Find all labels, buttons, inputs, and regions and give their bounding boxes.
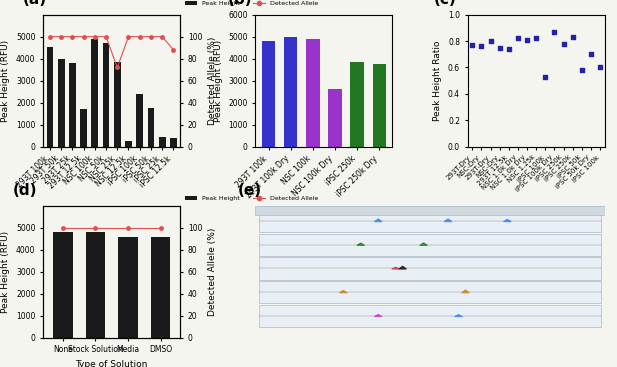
- Point: [577, 67, 587, 73]
- FancyBboxPatch shape: [259, 281, 601, 304]
- Bar: [102, 43, 109, 146]
- Bar: [114, 62, 121, 146]
- Bar: [80, 109, 87, 146]
- Bar: [328, 90, 342, 146]
- Point: [531, 36, 541, 41]
- Point: [513, 36, 523, 41]
- Legend: Peak Height, Detected Allele: Peak Height, Detected Allele: [182, 0, 321, 8]
- Point: [486, 38, 495, 44]
- Bar: [284, 37, 297, 146]
- Bar: [69, 63, 76, 146]
- Bar: [58, 59, 65, 146]
- Text: (a): (a): [23, 0, 47, 7]
- Bar: [46, 47, 53, 146]
- Y-axis label: Detected Allele (%): Detected Allele (%): [208, 228, 217, 316]
- Point: [495, 45, 505, 51]
- Bar: [118, 237, 138, 338]
- Y-axis label: Peak Height (RFU): Peak Height (RFU): [1, 231, 10, 313]
- Bar: [262, 41, 275, 146]
- Bar: [159, 137, 165, 146]
- Bar: [306, 39, 320, 146]
- Bar: [86, 232, 105, 338]
- Bar: [147, 108, 154, 146]
- Point: [558, 41, 568, 47]
- FancyBboxPatch shape: [259, 257, 601, 280]
- FancyBboxPatch shape: [259, 305, 601, 327]
- Text: (c): (c): [434, 0, 456, 7]
- Point: [522, 37, 532, 43]
- Bar: [91, 39, 98, 146]
- Point: [568, 34, 578, 40]
- Bar: [170, 138, 176, 146]
- Bar: [151, 237, 170, 338]
- Text: (b): (b): [228, 0, 253, 7]
- Point: [550, 29, 560, 35]
- Text: (d): (d): [13, 183, 38, 198]
- Y-axis label: Peak Height Ratio: Peak Height Ratio: [433, 40, 442, 121]
- Y-axis label: Detected Allele (%): Detected Allele (%): [208, 36, 217, 125]
- FancyBboxPatch shape: [259, 210, 601, 232]
- Legend: Peak Height, Detected Allele: Peak Height, Detected Allele: [182, 193, 321, 203]
- FancyBboxPatch shape: [255, 206, 605, 215]
- Bar: [136, 94, 143, 146]
- Y-axis label: Peak Height (RFU): Peak Height (RFU): [1, 40, 10, 121]
- Text: (e): (e): [238, 183, 262, 198]
- Point: [595, 65, 605, 70]
- X-axis label: Type of Solution: Type of Solution: [75, 360, 148, 367]
- Y-axis label: Peak Height (RFU): Peak Height (RFU): [213, 40, 223, 121]
- Point: [476, 43, 486, 49]
- Point: [540, 74, 550, 80]
- Point: [467, 42, 477, 48]
- Bar: [373, 64, 386, 146]
- Bar: [53, 232, 73, 338]
- FancyBboxPatch shape: [259, 233, 601, 256]
- Point: [504, 46, 514, 52]
- Bar: [125, 141, 132, 146]
- Bar: [350, 62, 363, 146]
- Point: [586, 51, 596, 57]
